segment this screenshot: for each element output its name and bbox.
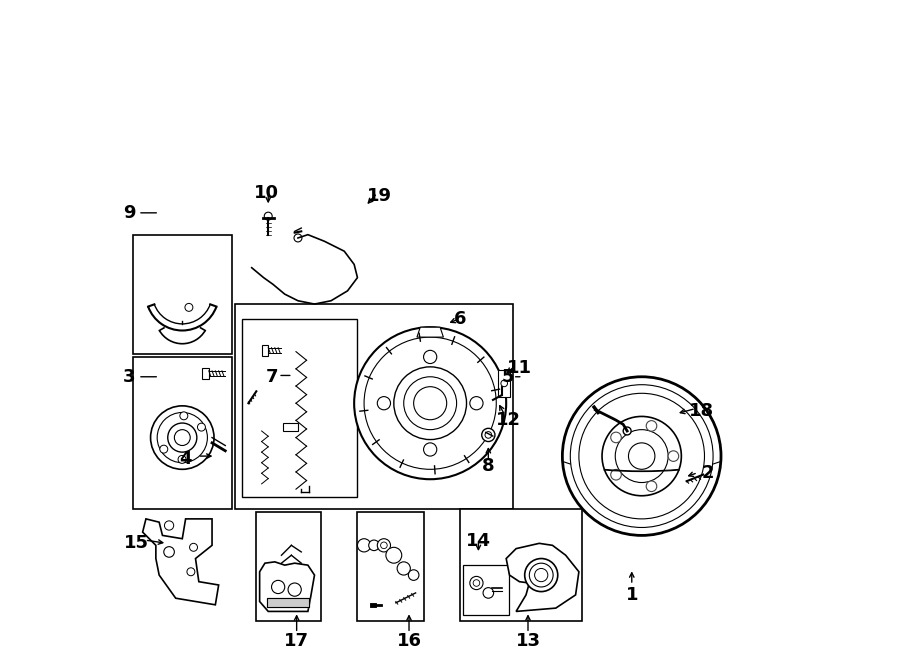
Circle shape — [646, 420, 657, 431]
Circle shape — [397, 562, 410, 575]
Bar — [202, 368, 209, 379]
Circle shape — [623, 427, 631, 435]
Circle shape — [288, 583, 302, 596]
Circle shape — [175, 430, 190, 446]
Circle shape — [187, 568, 195, 576]
Text: 1: 1 — [626, 586, 638, 604]
Text: 10: 10 — [255, 184, 279, 202]
Circle shape — [470, 397, 483, 410]
Circle shape — [616, 430, 668, 483]
Text: 16: 16 — [397, 632, 421, 650]
Bar — [256, 512, 321, 621]
Bar — [242, 319, 357, 497]
Circle shape — [414, 387, 446, 420]
Circle shape — [160, 445, 167, 453]
Circle shape — [628, 443, 655, 469]
Circle shape — [485, 432, 491, 438]
Circle shape — [394, 367, 466, 440]
Circle shape — [571, 385, 713, 527]
Circle shape — [180, 412, 188, 420]
Circle shape — [381, 542, 387, 549]
Circle shape — [357, 539, 371, 552]
Circle shape — [473, 580, 480, 586]
Circle shape — [611, 469, 621, 480]
Text: 4: 4 — [179, 450, 192, 469]
Text: 19: 19 — [367, 187, 392, 206]
Polygon shape — [142, 519, 219, 605]
Text: 9: 9 — [123, 204, 136, 222]
Polygon shape — [506, 543, 579, 611]
Text: 13: 13 — [516, 632, 541, 650]
Circle shape — [482, 428, 495, 442]
Text: 12: 12 — [496, 410, 521, 429]
Circle shape — [562, 377, 721, 535]
Text: 17: 17 — [284, 632, 309, 650]
Bar — [499, 370, 510, 397]
Circle shape — [184, 303, 193, 311]
Circle shape — [165, 521, 174, 530]
Circle shape — [386, 547, 401, 563]
Circle shape — [377, 539, 391, 552]
Bar — [460, 509, 582, 621]
Text: 15: 15 — [123, 534, 148, 553]
Circle shape — [272, 580, 284, 594]
Circle shape — [611, 432, 621, 443]
Circle shape — [646, 481, 657, 492]
Text: 18: 18 — [688, 402, 714, 420]
Circle shape — [178, 455, 186, 463]
Circle shape — [158, 412, 207, 463]
Text: 14: 14 — [466, 531, 490, 550]
Circle shape — [404, 377, 456, 430]
Text: 3: 3 — [123, 368, 136, 386]
Circle shape — [164, 547, 175, 557]
Text: 7: 7 — [266, 368, 278, 386]
Polygon shape — [417, 327, 444, 337]
Text: 2: 2 — [701, 463, 714, 482]
Circle shape — [377, 397, 391, 410]
Circle shape — [265, 212, 272, 220]
Bar — [262, 345, 268, 356]
Bar — [284, 423, 298, 431]
Circle shape — [668, 451, 679, 461]
Text: 8: 8 — [482, 457, 495, 475]
Circle shape — [424, 443, 436, 456]
Circle shape — [167, 423, 197, 452]
Bar — [235, 304, 513, 509]
Bar — [132, 357, 232, 509]
Circle shape — [424, 350, 436, 364]
Circle shape — [409, 570, 419, 580]
Bar — [357, 512, 424, 621]
Circle shape — [602, 416, 681, 496]
Circle shape — [501, 380, 508, 387]
Circle shape — [470, 576, 483, 590]
Circle shape — [535, 568, 548, 582]
Bar — [464, 565, 509, 615]
Text: 5: 5 — [502, 368, 515, 386]
Bar — [132, 235, 232, 354]
Polygon shape — [259, 562, 314, 611]
Circle shape — [369, 540, 379, 551]
Circle shape — [294, 234, 302, 242]
Circle shape — [364, 337, 496, 469]
Polygon shape — [267, 598, 310, 607]
Circle shape — [525, 559, 558, 592]
Text: 6: 6 — [454, 309, 466, 328]
Circle shape — [150, 406, 214, 469]
Text: 11: 11 — [507, 359, 532, 377]
Circle shape — [355, 327, 506, 479]
Circle shape — [483, 588, 493, 598]
Circle shape — [190, 543, 197, 551]
Circle shape — [529, 563, 554, 587]
Circle shape — [197, 423, 205, 431]
Circle shape — [579, 393, 705, 519]
